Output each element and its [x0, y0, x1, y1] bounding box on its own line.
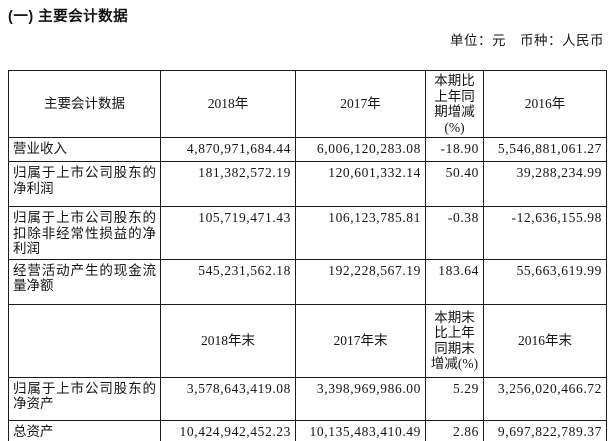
value-2018: 105,719,471.43: [160, 206, 296, 260]
yoy-change: 50.40: [425, 161, 484, 207]
col-header-2017: 2017年: [295, 70, 426, 138]
col-header-2016: 2016年: [483, 70, 607, 138]
value-2017: 192,228,567.19: [295, 258, 426, 305]
table-row: 营业收入 4,870,971,684.44 6,006,120,283.08 -…: [8, 137, 607, 162]
value-2017: 120,601,332.14: [295, 161, 426, 207]
col-header-yoy-change: 本期比上年同期增减(%): [425, 70, 484, 138]
value-2018: 10,424,942,452.23: [160, 419, 296, 441]
yoy-change: 2.86: [425, 419, 484, 441]
table-row: 归属于上市公司股东的净资产 3,578,643,419.08 3,398,969…: [8, 376, 607, 421]
table-header-annual: 主要会计数据 2018年 2017年 本期比上年同期增减(%) 2016年: [8, 70, 607, 138]
col-header-yoy-end-change: 本期末比上年同期末增减(%): [425, 303, 484, 378]
yoy-change: 183.64: [425, 258, 484, 305]
metric-label: 归属于上市公司股东的净利润: [8, 161, 161, 207]
value-2016: 9,697,822,789.37: [483, 419, 607, 441]
table-row: 经营活动产生的现金流量净额 545,231,562.18 192,228,567…: [8, 258, 607, 305]
yoy-change: -18.90: [425, 137, 484, 162]
value-2017: 3,398,969,986.00: [295, 376, 426, 421]
col-header-2016-end: 2016年末: [483, 303, 607, 378]
value-2016: 55,663,619.99: [483, 258, 607, 305]
yoy-change: 5.29: [425, 376, 484, 421]
col-header-2017-end: 2017年末: [295, 303, 426, 378]
value-2016: -12,636,155.98: [483, 206, 607, 260]
value-2017: 10,135,483,410.49: [295, 419, 426, 441]
metric-label: 营业收入: [8, 137, 161, 162]
table-row: 归属于上市公司股东的净利润 181,382,572.19 120,601,332…: [8, 161, 607, 207]
metric-label: 归属于上市公司股东的扣除非经常性损益的净利润: [8, 206, 161, 260]
value-2018: 181,382,572.19: [160, 161, 296, 207]
col-header-blank: [8, 303, 161, 378]
col-header-2018-end: 2018年末: [160, 303, 296, 378]
value-2016: 3,256,020,466.72: [483, 376, 607, 421]
value-2017: 6,006,120,283.08: [295, 137, 426, 162]
value-2017: 106,123,785.81: [295, 206, 426, 260]
table-header-year-end: 2018年末 2017年末 本期末比上年同期末增减(%) 2016年末: [8, 303, 607, 378]
yoy-change: -0.38: [425, 206, 484, 260]
value-2018: 4,870,971,684.44: [160, 137, 296, 162]
value-2018: 3,578,643,419.08: [160, 376, 296, 421]
metric-label: 经营活动产生的现金流量净额: [8, 258, 161, 305]
col-header-metric: 主要会计数据: [8, 70, 161, 138]
value-2018: 545,231,562.18: [160, 258, 296, 305]
metric-label: 归属于上市公司股东的净资产: [8, 376, 161, 421]
value-2016: 39,288,234.99: [483, 161, 607, 207]
section-title: (一) 主要会计数据: [8, 9, 129, 25]
accounting-data-table: 主要会计数据 2018年 2017年 本期比上年同期增减(%) 2016年 营业…: [8, 70, 607, 441]
currency-unit-note: 单位：元 币种：人民币: [450, 33, 604, 48]
value-2016: 5,546,881,061.27: [483, 137, 607, 162]
metric-label: 总资产: [8, 419, 161, 441]
table-row: 归属于上市公司股东的扣除非经常性损益的净利润 105,719,471.43 10…: [8, 206, 607, 260]
table-row: 总资产 10,424,942,452.23 10,135,483,410.49 …: [8, 419, 607, 441]
col-header-2018: 2018年: [160, 70, 296, 138]
